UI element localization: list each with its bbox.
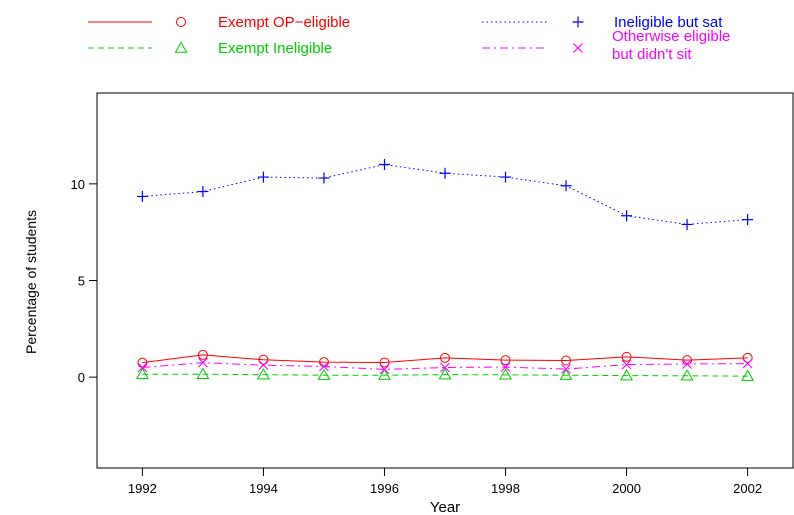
data-point xyxy=(621,351,632,362)
legend-item-2: Exempt Ineligible xyxy=(88,40,332,57)
legend-label: but didn't sit xyxy=(612,46,692,63)
data-point xyxy=(197,186,209,198)
plot-frame xyxy=(96,92,794,469)
legend-label: Ineligible but sat xyxy=(614,14,723,31)
series-2 xyxy=(135,367,755,381)
series-layer xyxy=(135,159,755,381)
legend-marker xyxy=(572,16,584,28)
data-point xyxy=(741,369,755,381)
data-point xyxy=(560,180,572,192)
x-tick-label: 2000 xyxy=(612,481,641,496)
data-point xyxy=(198,357,208,368)
y-tick-label: 0 xyxy=(78,370,85,385)
data-point xyxy=(500,362,511,372)
legend: Exempt OP−eligible Exempt Ineligible Ineli… xyxy=(88,14,730,63)
data-point xyxy=(135,367,149,379)
x-axis-label: Year xyxy=(430,499,460,515)
data-point xyxy=(500,171,512,183)
legend-label: Exempt OP−eligible xyxy=(218,14,350,31)
y-tick-label: 5 xyxy=(78,274,85,289)
y-axis-label: Percentage of students xyxy=(23,210,39,354)
data-point xyxy=(499,368,513,380)
data-point xyxy=(621,359,632,370)
x-tick-label: 1998 xyxy=(491,481,520,496)
data-point xyxy=(620,368,634,381)
legend-item-1: Exempt OP−eligible xyxy=(88,14,350,31)
data-point xyxy=(379,357,390,368)
data-point xyxy=(440,362,450,373)
data-point xyxy=(561,355,572,366)
data-point xyxy=(137,362,148,373)
legend-item-3: Ineligible but sat xyxy=(482,14,723,31)
data-point xyxy=(317,368,331,380)
series-3 xyxy=(136,159,754,230)
series-line xyxy=(142,373,748,377)
data-point xyxy=(561,364,571,374)
data-point xyxy=(257,171,269,183)
data-point xyxy=(197,349,208,360)
legend-marker xyxy=(573,43,583,53)
data-point xyxy=(438,368,452,380)
y-tick-label: 10 xyxy=(71,177,85,192)
legend-marker xyxy=(174,41,188,53)
axes: 1992 1994 1996 1998 2000 2002 0 5 10 xyxy=(71,177,763,496)
series-1 xyxy=(137,349,753,368)
data-point xyxy=(319,361,329,372)
data-point xyxy=(196,367,210,379)
data-point xyxy=(377,368,391,380)
data-point xyxy=(136,190,148,202)
series-line xyxy=(142,354,748,364)
data-point xyxy=(742,358,753,369)
legend-item-4: Otherwise eligible but didn't sit xyxy=(482,28,730,63)
data-point xyxy=(318,172,330,184)
data-point xyxy=(559,368,573,380)
data-point xyxy=(680,369,694,381)
data-point xyxy=(440,352,450,363)
x-tick-label: 1996 xyxy=(370,481,399,496)
data-point xyxy=(742,214,754,226)
data-point xyxy=(379,364,390,375)
data-point xyxy=(378,159,390,171)
data-point xyxy=(681,218,693,230)
data-point xyxy=(256,368,270,380)
data-point xyxy=(258,360,269,371)
series-4 xyxy=(137,357,753,375)
legend-label: Otherwise eligible xyxy=(612,28,730,45)
series-line xyxy=(142,362,748,370)
x-tick-label: 1992 xyxy=(128,481,157,496)
x-tick-label: 1994 xyxy=(249,481,278,496)
legend-label: Exempt Ineligible xyxy=(218,40,332,57)
data-point xyxy=(621,210,633,222)
data-point xyxy=(742,352,753,363)
data-point xyxy=(500,355,511,366)
x-tick-label: 2002 xyxy=(733,481,762,496)
legend-marker xyxy=(176,17,186,27)
data-point xyxy=(258,354,269,365)
data-point xyxy=(439,167,451,179)
data-point xyxy=(682,359,692,369)
